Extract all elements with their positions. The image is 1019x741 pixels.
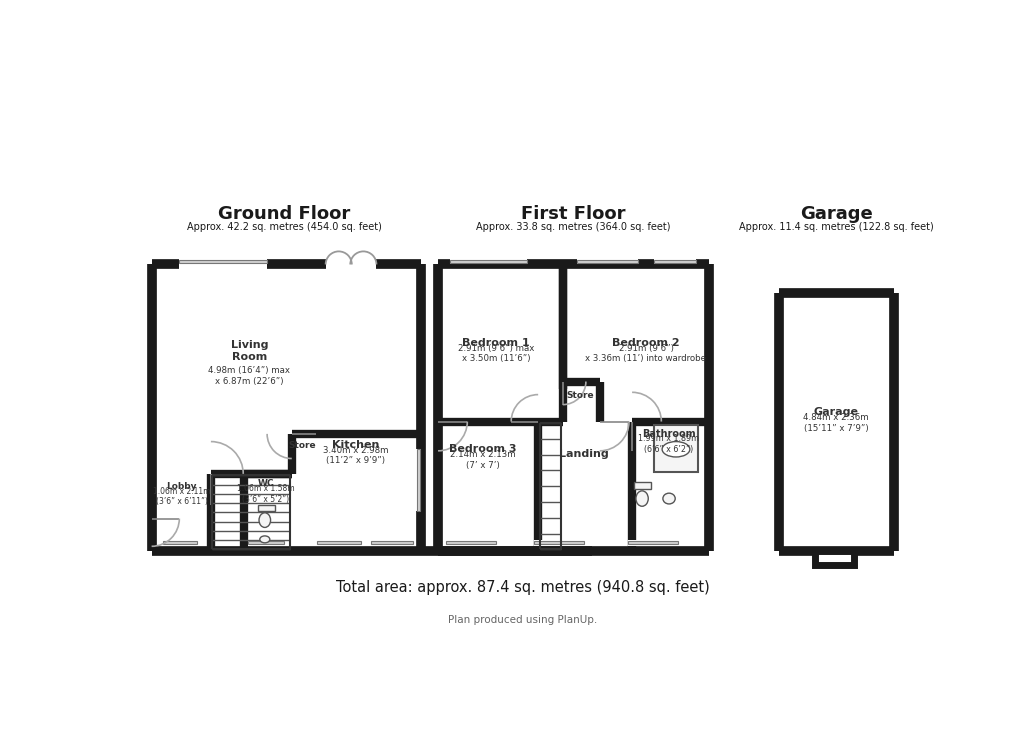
Bar (445, 542, 495, 545)
Ellipse shape (661, 442, 689, 457)
Bar (417, 449, 420, 511)
Text: WC: WC (257, 479, 273, 488)
Text: Lobby: Lobby (166, 482, 197, 491)
Bar (437, 265, 708, 551)
Bar (653, 260, 695, 263)
Bar (628, 540, 678, 545)
Bar (178, 260, 267, 263)
Text: 2.91m (9’6”)
x 3.36m (11’) into wardrobe: 2.91m (9’6”) x 3.36m (11’) into wardrobe (585, 344, 706, 364)
Bar (653, 425, 698, 471)
Text: 3.40m x 2.98m
(11’2” x 9’9”): 3.40m x 2.98m (11’2” x 9’9”) (323, 446, 388, 465)
Bar (534, 540, 584, 545)
Bar (628, 542, 678, 545)
Text: Total area: approx. 87.4 sq. metres (940.8 sq. feet): Total area: approx. 87.4 sq. metres (940… (335, 580, 709, 595)
Text: 1.06m x 2.11m
(3’6” x 6’11”): 1.06m x 2.11m (3’6” x 6’11”) (153, 487, 210, 506)
Text: Approx. 42.2 sq. metres (454.0 sq. feet): Approx. 42.2 sq. metres (454.0 sq. feet) (186, 222, 381, 232)
Text: Store: Store (287, 441, 315, 450)
Bar (163, 542, 197, 545)
Text: Approx. 11.4 sq. metres (122.8 sq. feet): Approx. 11.4 sq. metres (122.8 sq. feet) (738, 222, 932, 232)
Bar (163, 540, 197, 545)
Bar (178, 259, 267, 265)
Ellipse shape (635, 491, 648, 506)
Text: 1.99m x 1.89m
(6’6” x 6’2”): 1.99m x 1.89m (6’6” x 6’2”) (638, 434, 699, 453)
Text: Ground Floor: Ground Floor (218, 205, 350, 222)
Text: 2.14m x 2.13m
(7’ x 7’): 2.14m x 2.13m (7’ x 7’) (449, 451, 515, 470)
Text: Living
Room: Living Room (230, 340, 268, 362)
Text: Plan produced using PlanUp.: Plan produced using PlanUp. (447, 615, 597, 625)
Bar (317, 542, 361, 545)
Text: 4.98m (16’4”) max
x 6.87m (22’6”): 4.98m (16’4”) max x 6.87m (22’6”) (208, 367, 290, 386)
Text: 1.06m x 1.58m
(3’6” x 5’2”): 1.06m x 1.58m (3’6” x 5’2”) (236, 484, 294, 504)
Text: Bathroom: Bathroom (642, 429, 695, 439)
Bar (317, 540, 361, 545)
Bar (371, 540, 413, 545)
Text: Approx. 33.8 sq. metres (364.0 sq. feet): Approx. 33.8 sq. metres (364.0 sq. feet) (476, 222, 671, 232)
Bar (450, 260, 527, 263)
Bar (258, 505, 274, 511)
Bar (634, 482, 651, 489)
Bar (779, 293, 893, 551)
Text: Kitchen: Kitchen (331, 439, 379, 450)
Bar (450, 259, 527, 265)
Text: Bedroom 1: Bedroom 1 (462, 338, 529, 348)
Text: Bedroom 3: Bedroom 3 (448, 445, 516, 454)
Text: Store: Store (567, 391, 594, 400)
Bar (534, 542, 584, 545)
Ellipse shape (662, 494, 675, 504)
Text: Garage: Garage (813, 408, 858, 417)
Text: 2.91m (9’6”) max
x 3.50m (11’6”): 2.91m (9’6”) max x 3.50m (11’6”) (458, 344, 534, 364)
Ellipse shape (259, 513, 270, 528)
Bar (248, 540, 283, 545)
Bar (576, 259, 638, 265)
Text: Garage: Garage (799, 205, 871, 222)
Text: First Floor: First Floor (521, 205, 626, 222)
Bar (371, 542, 413, 545)
Bar (814, 551, 853, 565)
Ellipse shape (260, 536, 270, 543)
Text: Landing: Landing (559, 449, 608, 459)
Text: Bedroom 2: Bedroom 2 (611, 338, 679, 348)
Bar (576, 260, 638, 263)
Bar (445, 540, 495, 545)
Bar (653, 259, 695, 265)
Bar (248, 542, 283, 545)
Bar (152, 265, 421, 551)
Text: 4.84m x 2.36m
(15’11” x 7’9”): 4.84m x 2.36m (15’11” x 7’9”) (803, 413, 868, 433)
Bar (416, 449, 421, 511)
